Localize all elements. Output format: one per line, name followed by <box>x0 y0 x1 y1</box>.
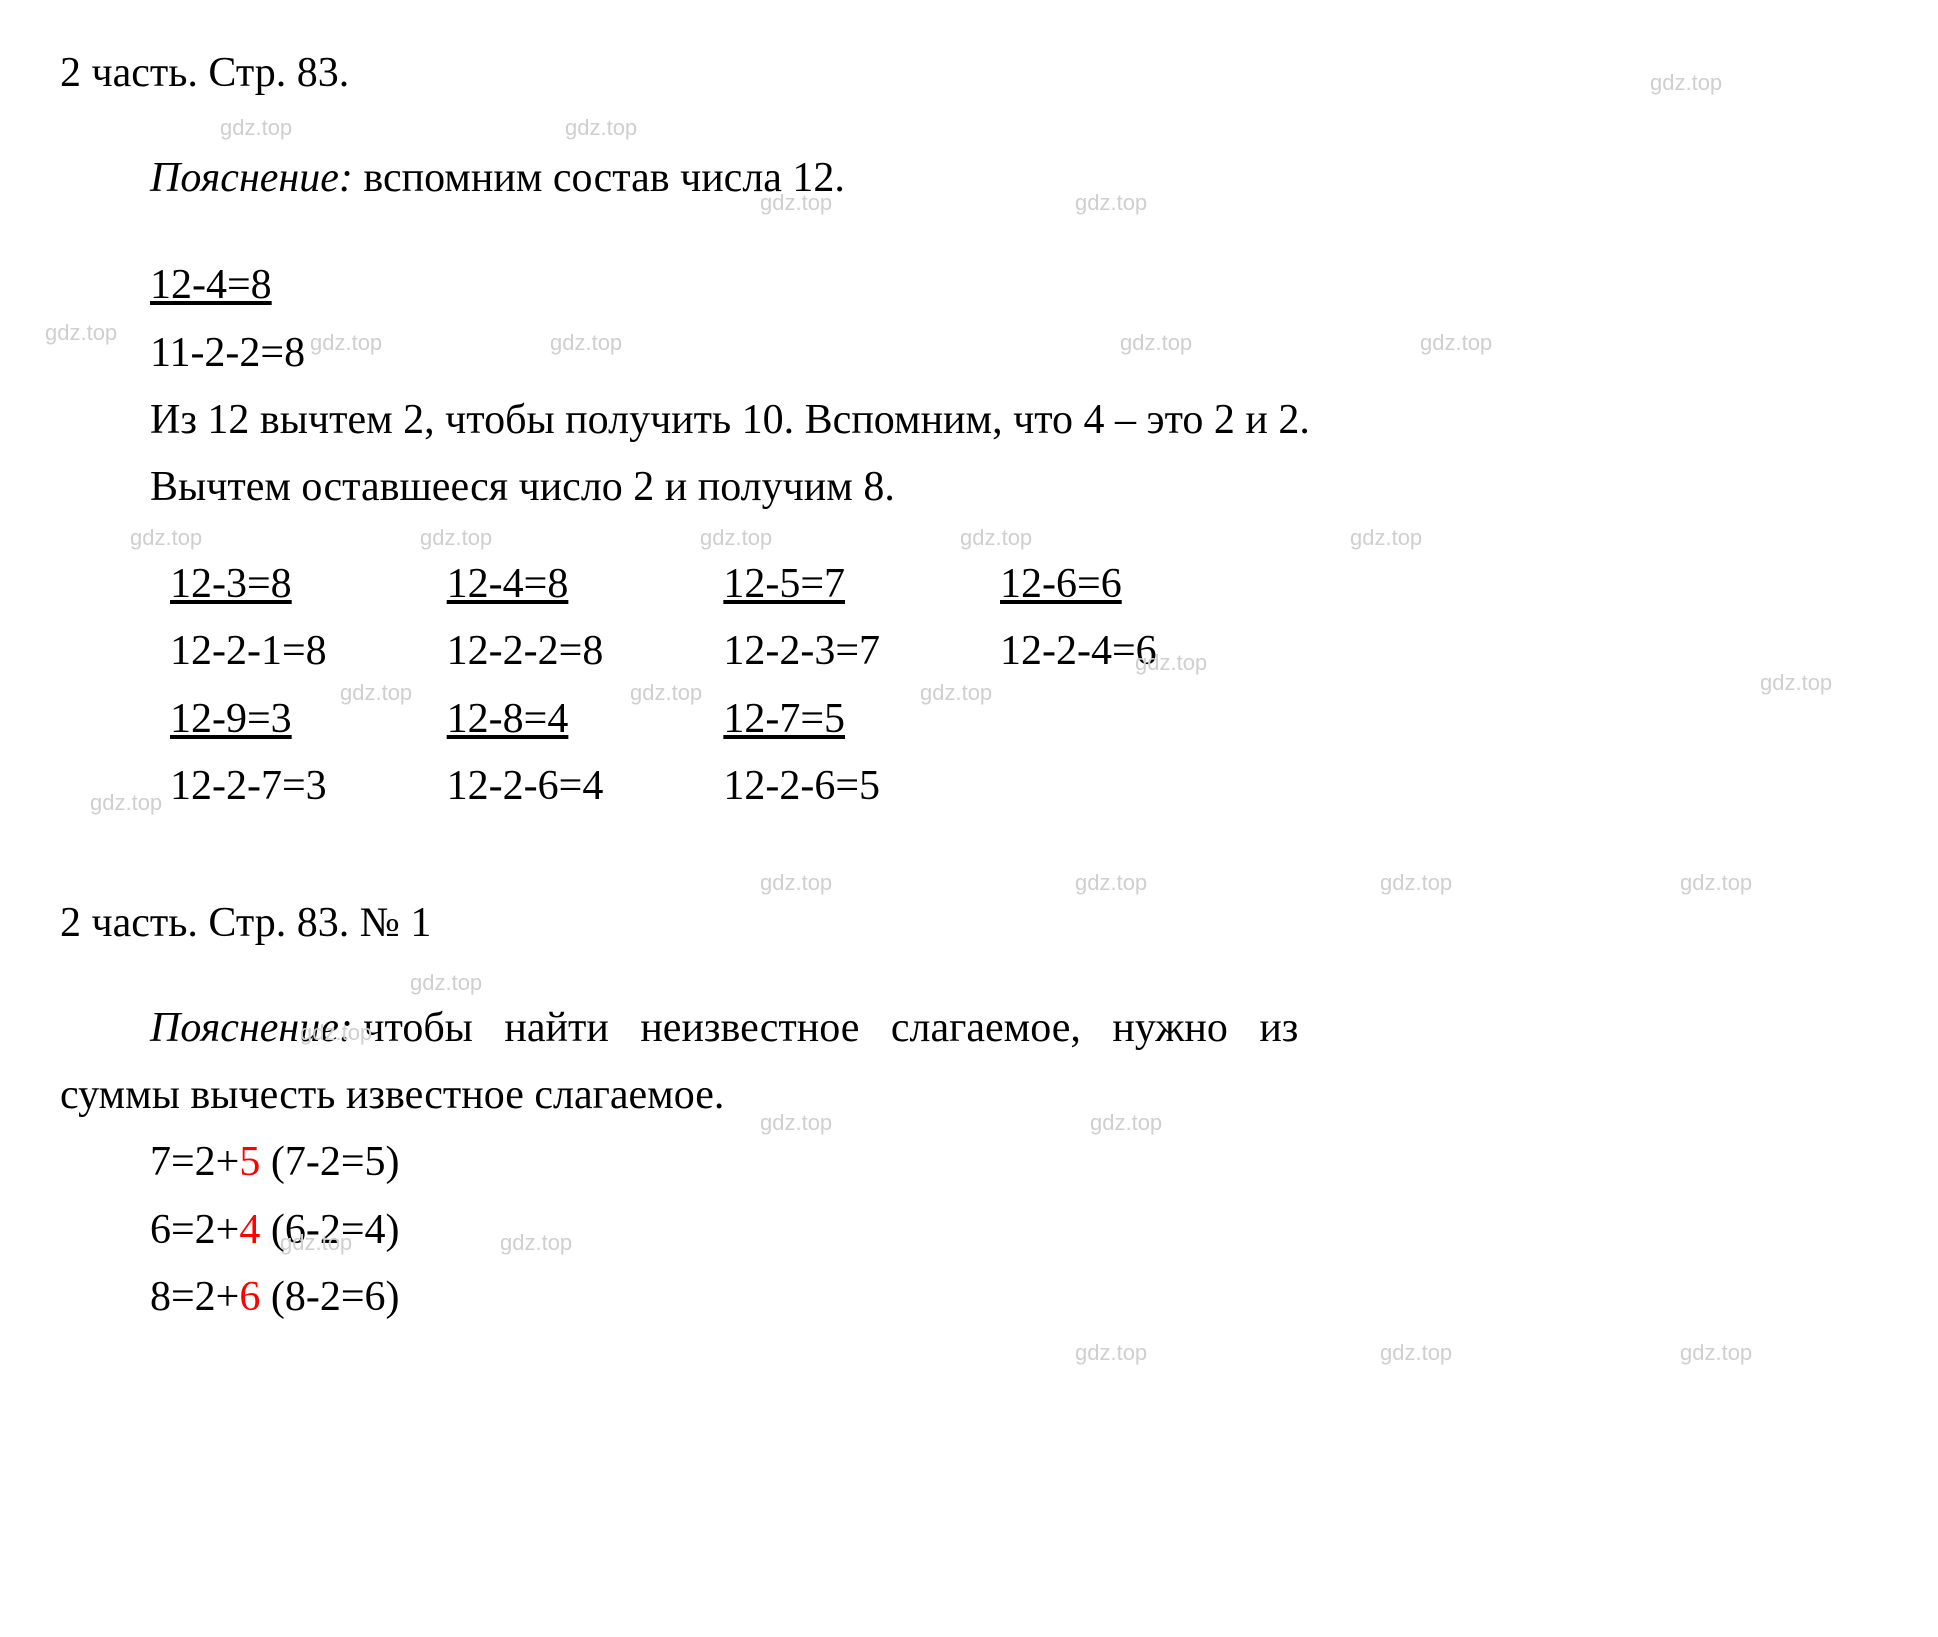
answer-1-highlight: 5 <box>239 1139 260 1185</box>
explanation-1: Пояснение: вспомним состав числа 12. <box>60 145 1878 212</box>
explain-1-text: вспомним состав числа 12. <box>353 155 845 201</box>
eq-cell: 12-2-3=7 <box>723 618 880 685</box>
eq-cell: 12-3=8 <box>170 551 327 618</box>
eq-cell: 12-9=3 <box>170 686 327 753</box>
intro-eq-bottom: 11-2-2=8 <box>60 320 1878 387</box>
para1-line1: Из 12 вычтем 2, чтобы получить 10. Вспом… <box>60 387 1878 454</box>
section-header-2: 2 часть. Стр. 83. № 1 <box>60 890 1878 957</box>
explain-label: Пояснение: <box>150 155 353 201</box>
page: gdz.top gdz.top gdz.top gdz.top gdz.top … <box>0 0 1938 1391</box>
watermark: gdz.top <box>1680 1340 1752 1366</box>
equation-grid: 12-3=8 12-2-1=8 12-9=3 12-2-7=3 12-4=8 1… <box>60 551 1878 820</box>
eq-cell: 12-5=7 <box>723 551 880 618</box>
eq-cell: 12-8=4 <box>447 686 604 753</box>
intro-eq-top: 12-4=8 <box>60 252 1878 319</box>
eq-cell: 12-2-6=5 <box>723 753 880 820</box>
eq-cell: 12-7=5 <box>723 686 880 753</box>
explanation-2-line1: Пояснение: чтобы найти неизвестное слага… <box>60 995 1878 1062</box>
answer-2-highlight: 4 <box>239 1207 260 1253</box>
para1-line2: Вычтем оставшееся число 2 и получим 8. <box>60 454 1878 521</box>
equation-col-4: 12-6=6 12-2-4=6 <box>1000 551 1157 820</box>
answer-1: 7=2+5 (7-2=5) <box>60 1129 1878 1196</box>
equation-col-1: 12-3=8 12-2-1=8 12-9=3 12-2-7=3 <box>170 551 327 820</box>
eq-cell: 12-2-2=8 <box>447 618 604 685</box>
eq-cell: 12-2-7=3 <box>170 753 327 820</box>
answer-2: 6=2+4 (6-2=4) <box>60 1197 1878 1264</box>
watermark: gdz.top <box>1380 1340 1452 1366</box>
eq-cell: 12-4=8 <box>447 551 604 618</box>
eq-cell: 12-2-1=8 <box>170 618 327 685</box>
watermark: gdz.top <box>1075 1340 1147 1366</box>
explain-label: Пояснение: <box>150 1005 353 1051</box>
section-header-1: 2 часть. Стр. 83. <box>60 40 1878 107</box>
eq-cell: 12-6=6 <box>1000 551 1157 618</box>
eq-cell: 12-2-6=4 <box>447 753 604 820</box>
answer-3: 8=2+6 (8-2=6) <box>60 1264 1878 1331</box>
explain-2-text1: чтобы найти неизвестное слагаемое, нужно… <box>353 1005 1299 1051</box>
equation-col-3: 12-5=7 12-2-3=7 12-7=5 12-2-6=5 <box>723 551 880 820</box>
equation-col-2: 12-4=8 12-2-2=8 12-8=4 12-2-6=4 <box>447 551 604 820</box>
answer-3-highlight: 6 <box>239 1274 260 1320</box>
explanation-2-line2: суммы вычесть известное слагаемое. <box>60 1062 1878 1129</box>
eq-cell: 12-2-4=6 <box>1000 618 1157 685</box>
